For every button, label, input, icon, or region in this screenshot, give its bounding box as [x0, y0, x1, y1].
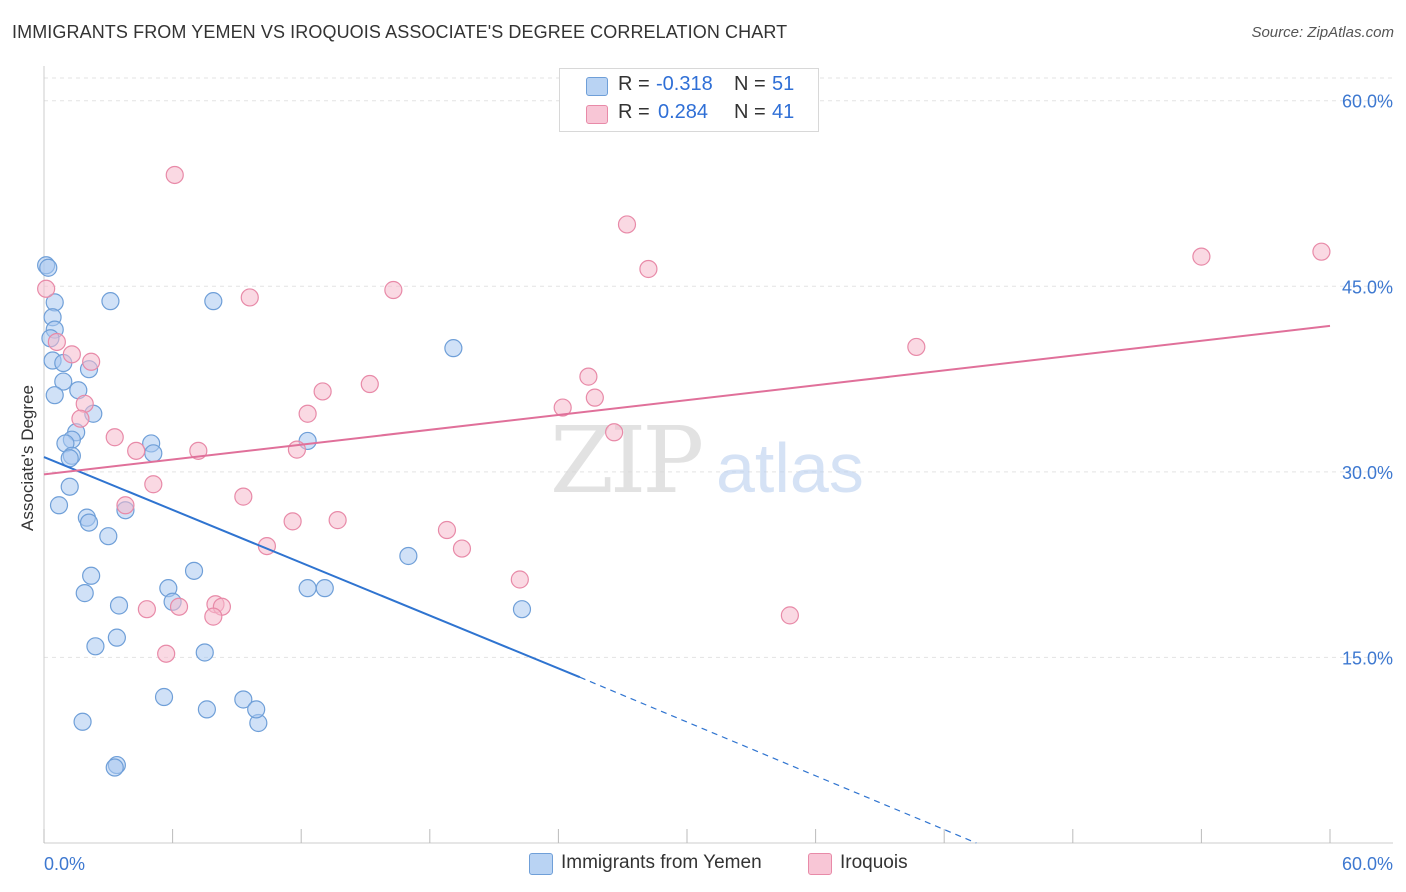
y-tick-label: 60.0% — [1342, 92, 1393, 112]
yemen-point — [101, 292, 120, 311]
grid-lines — [44, 77, 1393, 658]
yemen-point — [39, 258, 58, 277]
iroquois-swatch — [808, 853, 832, 875]
chart-title: IMMIGRANTS FROM YEMEN VS IROQUOIS ASSOCI… — [12, 22, 788, 42]
watermark: ZIP atlas — [550, 407, 864, 514]
yemen-point — [79, 513, 99, 532]
x-tick-label: 60.0% — [1342, 854, 1393, 874]
iroquois-point — [157, 644, 176, 663]
r-value: -0.318 — [656, 73, 713, 95]
iroquois-point — [165, 165, 184, 185]
yemen-point — [60, 477, 79, 496]
yemen-point — [82, 566, 101, 585]
yemen-swatch — [586, 77, 608, 96]
iroquois-point — [283, 512, 302, 531]
iroquois-point — [37, 279, 56, 298]
tick-labels: 15.0% 30.0% 45.0% 60.0% 0.0% 60.0% — [44, 92, 1393, 874]
yemen-point — [444, 339, 463, 358]
iroquois-point — [116, 496, 135, 515]
iroquois-point — [639, 259, 658, 279]
iroquois-point — [82, 352, 101, 371]
yemen-point — [298, 579, 317, 598]
yemen-point — [99, 527, 118, 546]
yemen-point — [154, 687, 174, 707]
iroquois-point — [617, 215, 637, 234]
data-points — [37, 165, 1331, 777]
legend-label: Iroquois — [840, 852, 908, 873]
axes — [43, 66, 1393, 844]
yemen-point — [107, 628, 126, 647]
iroquois-point — [585, 388, 604, 407]
watermark-zip: ZIP — [550, 407, 701, 514]
stats-legend: R = -0.318 N = 51 R = 0.284 N = 41 — [559, 68, 819, 132]
iroquois-point — [298, 404, 317, 423]
yemen-point — [512, 600, 532, 619]
yemen-point — [86, 637, 105, 656]
n-value: 41 — [772, 101, 795, 123]
iroquois-swatch — [586, 105, 608, 124]
iroquois-point — [127, 441, 146, 460]
n-value: 51 — [772, 73, 795, 95]
series-legend: Immigrants from Yemen Iroquois — [0, 851, 1406, 881]
iroquois-point — [169, 597, 189, 616]
iroquois-point — [907, 337, 926, 357]
iroquois-point — [510, 570, 529, 589]
yemen-trend-extension — [579, 676, 977, 844]
iroquois-point — [579, 367, 598, 386]
r-value: 0.284 — [658, 101, 709, 123]
iroquois-point — [1192, 247, 1211, 266]
iroquois-point — [384, 280, 403, 300]
yemen-point — [195, 643, 214, 662]
trend-lines — [43, 324, 1331, 844]
iroquois-point — [437, 520, 457, 540]
watermark-atlas: atlas — [716, 429, 864, 507]
source-label: Source: ZipAtlas.com — [1251, 24, 1394, 41]
iroquois-point — [62, 345, 81, 364]
iroquois-point — [137, 600, 156, 619]
y-tick-label: 45.0% — [1342, 277, 1393, 297]
iroquois-point — [452, 539, 472, 558]
n-label: N = — [734, 101, 766, 123]
yemen-point — [45, 386, 64, 405]
yemen-point — [204, 292, 223, 311]
iroquois-trend-line — [43, 324, 1331, 476]
iroquois-point — [105, 428, 124, 447]
yemen-point — [399, 546, 418, 566]
n-label: N = — [734, 73, 766, 95]
iroquois-point — [240, 288, 259, 307]
yemen-point — [144, 444, 163, 463]
yemen-point — [73, 712, 92, 731]
iroquois-point — [144, 475, 163, 494]
iroquois-point — [1312, 242, 1331, 261]
iroquois-point — [328, 511, 347, 530]
yemen-point — [315, 579, 334, 598]
iroquois-point — [47, 332, 66, 352]
iroquois-point — [71, 409, 90, 428]
yemen-point — [105, 758, 124, 777]
r-label: R = — [618, 73, 650, 95]
r-label: R = — [618, 101, 650, 123]
iroquois-point — [313, 382, 332, 401]
yemen-point — [109, 596, 129, 615]
y-tick-label: 30.0% — [1342, 463, 1393, 483]
iroquois-point — [360, 374, 379, 394]
yemen-point — [184, 561, 204, 580]
y-tick-label: 15.0% — [1342, 648, 1393, 668]
yemen-point — [247, 700, 266, 719]
yemen-point — [54, 372, 73, 391]
iroquois-point — [204, 607, 223, 626]
yemen-point — [49, 496, 69, 515]
iroquois-point — [780, 606, 799, 625]
yemen-trend-line — [43, 456, 581, 679]
x-tick-label: 0.0% — [44, 854, 85, 874]
iroquois-point — [234, 487, 253, 506]
yemen-point — [234, 690, 253, 709]
yemen-point — [197, 700, 216, 719]
yemen-point — [75, 584, 94, 603]
yemen-swatch — [529, 853, 553, 875]
iroquois-point — [605, 423, 624, 442]
iroquois-point — [553, 398, 572, 417]
legend-label: Immigrants from Yemen — [561, 852, 762, 873]
